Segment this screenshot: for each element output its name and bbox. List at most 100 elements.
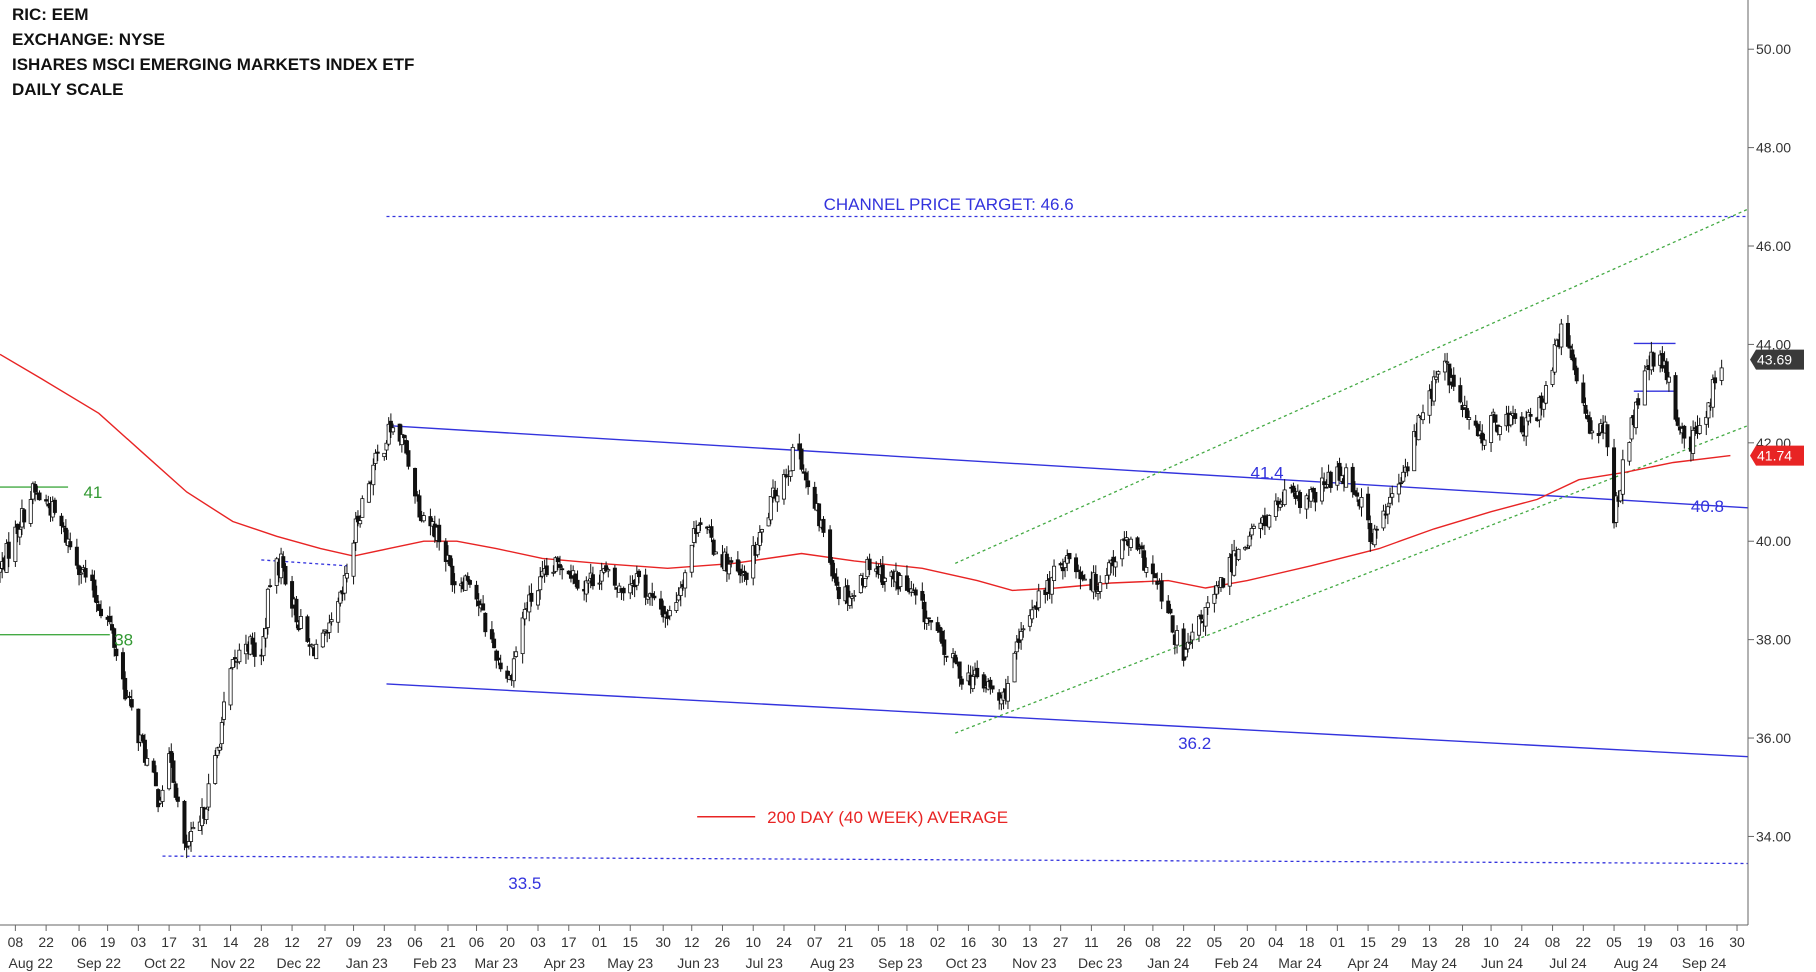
x-tick-label: 29 xyxy=(1391,934,1407,950)
candle xyxy=(1060,558,1065,580)
candle xyxy=(937,624,942,642)
x-month-label: Sep 22 xyxy=(77,955,122,971)
candle-body-down xyxy=(1587,417,1592,434)
candle-body-up xyxy=(1385,506,1390,515)
candle xyxy=(880,555,885,588)
x-tick-label: 28 xyxy=(254,934,270,950)
candle-body-down xyxy=(397,423,402,442)
candle-body-up xyxy=(1543,385,1548,404)
candle xyxy=(676,587,681,602)
candle xyxy=(766,512,771,527)
candle-body-up xyxy=(1704,416,1709,425)
candle-body-down xyxy=(836,586,841,600)
candle-body-up xyxy=(1012,652,1017,683)
candle-body-down xyxy=(1565,322,1570,347)
candle-body-up xyxy=(323,629,328,632)
candle-body-down xyxy=(61,525,66,528)
annotation-label: 40.8 xyxy=(1691,497,1724,516)
candle-body-down xyxy=(560,568,565,571)
low-33.5-line xyxy=(162,855,1749,865)
candle xyxy=(90,569,95,591)
candle-body-down xyxy=(544,565,549,576)
candle xyxy=(970,666,975,693)
candle-body-up xyxy=(221,701,226,720)
candle-body-up xyxy=(1388,496,1393,504)
candle-body-up xyxy=(1497,426,1502,435)
candle xyxy=(197,815,202,831)
candle-body-up xyxy=(1197,615,1202,636)
annotation-label: CHANNEL PRICE TARGET: 46.6 xyxy=(824,195,1074,214)
x-tick-label: 14 xyxy=(223,934,239,950)
candle xyxy=(323,629,328,636)
candle xyxy=(1388,487,1393,509)
candle-body-up xyxy=(924,617,929,624)
candle xyxy=(573,573,578,587)
candle-body-down xyxy=(496,657,501,661)
candle xyxy=(606,567,611,578)
candle-body-up xyxy=(248,636,253,655)
candle-body-up xyxy=(676,594,681,601)
annotation-label: 41.4 xyxy=(1251,463,1284,482)
annotation-label: 36.2 xyxy=(1178,734,1211,753)
x-tick-label: 26 xyxy=(715,934,731,950)
candle xyxy=(1697,417,1702,435)
candle-body-up xyxy=(1063,561,1068,568)
candle xyxy=(342,565,347,601)
candle xyxy=(191,821,196,830)
x-tick-label: 03 xyxy=(530,934,546,950)
candle xyxy=(661,600,666,623)
candle xyxy=(1651,351,1656,372)
candle-body-up xyxy=(1205,602,1210,608)
candle xyxy=(1278,498,1283,511)
candle xyxy=(781,469,786,505)
x-tick-label: 15 xyxy=(1360,934,1376,950)
candle xyxy=(221,691,226,726)
candle-body-up xyxy=(1445,361,1450,364)
candle xyxy=(575,570,580,591)
x-tick-label: 22 xyxy=(1176,934,1192,950)
candle xyxy=(1205,596,1210,615)
candle xyxy=(1350,463,1355,498)
x-tick-label: 06 xyxy=(71,934,87,950)
candle-body-up xyxy=(366,483,371,503)
candle-body-down xyxy=(1221,578,1226,588)
candle-body-up xyxy=(382,452,387,458)
candle xyxy=(1537,395,1542,428)
candle xyxy=(127,691,132,706)
candle-body-down xyxy=(156,789,161,808)
candle-body-down xyxy=(817,503,822,527)
y-tick-label: 38.00 xyxy=(1756,632,1791,648)
candle-body-down xyxy=(1166,600,1171,614)
candle xyxy=(1473,414,1478,428)
candle-body-down xyxy=(151,760,156,773)
candle-body-up xyxy=(342,574,347,594)
candle-body-down xyxy=(806,480,811,488)
candle-body-up xyxy=(1104,575,1109,584)
candle xyxy=(22,508,27,530)
candle xyxy=(604,561,609,573)
candle-body-up xyxy=(263,628,268,639)
candle xyxy=(729,556,734,568)
candle xyxy=(142,733,147,766)
x-month-label: Nov 23 xyxy=(1012,955,1057,971)
candle-body-down xyxy=(1473,420,1478,426)
candle xyxy=(99,600,104,619)
candle xyxy=(709,519,714,543)
candle xyxy=(336,597,341,633)
x-month-label: Mar 24 xyxy=(1278,955,1322,971)
candle xyxy=(450,558,455,592)
candle-body-down xyxy=(981,674,986,689)
candle-body-down xyxy=(1074,557,1079,573)
candle-body-down xyxy=(604,565,609,572)
candle xyxy=(799,443,804,472)
candle xyxy=(1682,424,1687,449)
candle xyxy=(388,413,393,438)
candle-body-down xyxy=(77,565,82,576)
candle-body-down xyxy=(107,615,112,623)
candle-body-down xyxy=(1651,352,1656,367)
candle xyxy=(553,556,558,574)
candle-body-down xyxy=(175,796,180,802)
x-month-label: Feb 23 xyxy=(413,955,457,971)
candle-body-up xyxy=(852,595,857,597)
candle-body-up xyxy=(1304,495,1309,510)
